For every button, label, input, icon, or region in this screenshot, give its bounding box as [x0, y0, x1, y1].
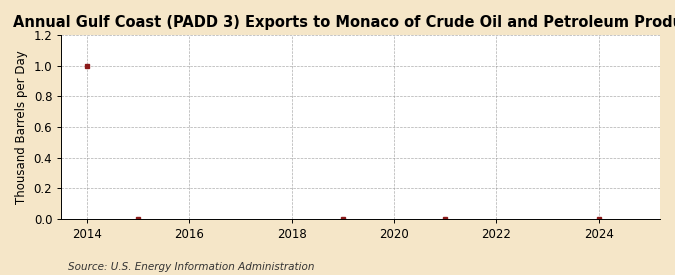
Y-axis label: Thousand Barrels per Day: Thousand Barrels per Day: [15, 50, 28, 204]
Text: Source: U.S. Energy Information Administration: Source: U.S. Energy Information Administ…: [68, 262, 314, 272]
Title: Annual Gulf Coast (PADD 3) Exports to Monaco of Crude Oil and Petroleum Products: Annual Gulf Coast (PADD 3) Exports to Mo…: [14, 15, 675, 30]
